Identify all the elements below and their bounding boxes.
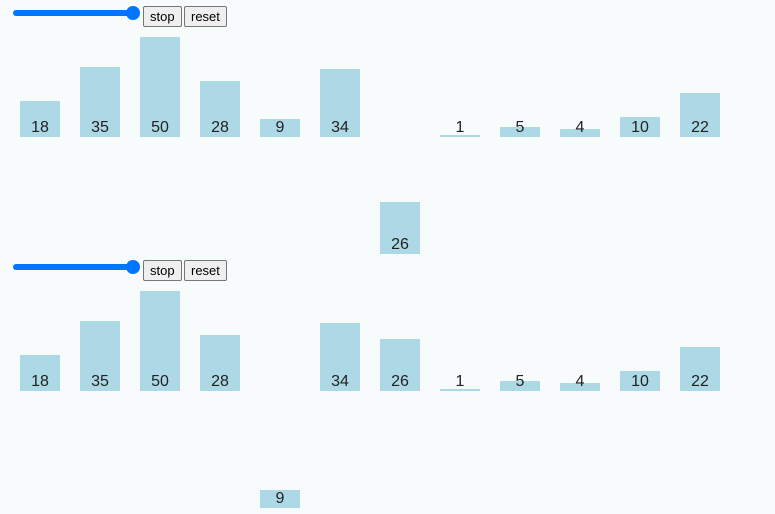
bar: [140, 37, 180, 137]
control-button[interactable]: stop: [143, 260, 182, 281]
bar-label: 18: [31, 119, 49, 136]
bar-label: 1: [455, 373, 465, 390]
bar-label: 5: [515, 119, 525, 136]
control-button[interactable]: reset: [184, 260, 227, 281]
bar-label: 26: [391, 373, 409, 390]
slider-thumb[interactable]: [126, 6, 140, 20]
bar: [620, 117, 660, 137]
bar: [440, 389, 480, 391]
bar-label: 9: [275, 490, 285, 507]
bar: [200, 335, 240, 391]
bar: [380, 339, 420, 391]
bar: [500, 127, 540, 137]
bar-label: 22: [691, 119, 709, 136]
bar: [140, 291, 180, 391]
bar-label: 50: [151, 119, 169, 136]
bar-label: 5: [515, 373, 525, 390]
bar: [80, 321, 120, 391]
bar: [80, 67, 120, 137]
bar: [320, 323, 360, 391]
bar: [440, 135, 480, 137]
bar-label: 50: [151, 373, 169, 390]
bar-label: 28: [211, 373, 229, 390]
sort-panel: stop reset 18 35 50 28 9 34 26 1 5 4 10 22: [0, 254, 775, 508]
bar-label: 4: [575, 373, 585, 390]
bar-label: 22: [691, 373, 709, 390]
bar: [560, 129, 600, 137]
bar-label: 34: [331, 119, 349, 136]
speed-slider[interactable]: [13, 260, 140, 274]
bar: [680, 347, 720, 391]
speed-slider[interactable]: [13, 6, 140, 20]
bar: [260, 119, 300, 137]
bar-label: 4: [575, 119, 585, 136]
bar: [320, 69, 360, 137]
bar: [260, 490, 300, 508]
control-button[interactable]: reset: [184, 6, 227, 27]
bar: [200, 81, 240, 137]
bar: [620, 371, 660, 391]
control-button[interactable]: stop: [143, 6, 182, 27]
bar-label: 18: [31, 373, 49, 390]
bar: [680, 93, 720, 137]
bar-label: 26: [391, 236, 409, 253]
bar-label: 9: [275, 119, 285, 136]
bar-label: 1: [455, 119, 465, 136]
bar: [380, 202, 420, 254]
slider-thumb[interactable]: [126, 260, 140, 274]
bar-label: 35: [91, 373, 109, 390]
bar-label: 10: [631, 373, 649, 390]
bar: [500, 381, 540, 391]
bar: [20, 355, 60, 391]
sort-panel: stop reset 18 35 50 28 9 34 26 1 5 4 10 22: [0, 0, 775, 254]
bar-label: 34: [331, 373, 349, 390]
bar: [560, 383, 600, 391]
bar: [20, 101, 60, 137]
bar-label: 28: [211, 119, 229, 136]
bar-label: 10: [631, 119, 649, 136]
bar-label: 35: [91, 119, 109, 136]
